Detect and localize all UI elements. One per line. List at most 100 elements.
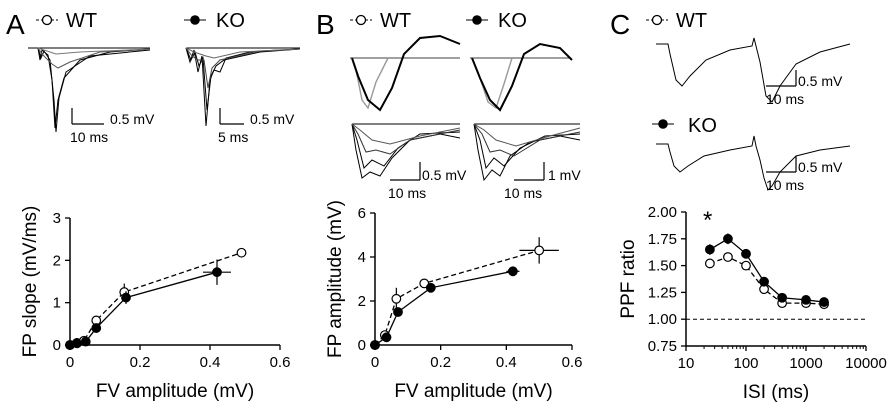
data-point bbox=[121, 292, 131, 303]
legend-ko-label: KO bbox=[498, 10, 527, 32]
y-tick-label: 2 bbox=[358, 293, 366, 310]
scalebar-c-wt bbox=[766, 70, 797, 87]
legend-a-wt: WT bbox=[36, 10, 97, 32]
x-tick-label: 100 bbox=[733, 355, 758, 372]
panel-letter-b: B bbox=[316, 9, 335, 40]
data-point bbox=[391, 293, 402, 304]
trace-c-wt bbox=[656, 37, 851, 103]
plot-ppf-ratio: 10 100 1000 10000 0.75 1.00 1.25 1.50 1.75 2.00 IS… bbox=[618, 204, 887, 403]
y-axis-label: FP amplitude (mV) bbox=[325, 200, 346, 358]
y-tick-label: 0 bbox=[53, 337, 61, 354]
y-tick-label: 2 bbox=[53, 252, 61, 269]
legend-b-wt: WT bbox=[350, 10, 411, 32]
scalebar-c-ko-t: 10 ms bbox=[766, 177, 804, 193]
trace-b-ko-top bbox=[470, 42, 573, 112]
legend-b-ko: KO bbox=[466, 10, 527, 32]
data-point bbox=[393, 307, 403, 317]
legend-ko-marker bbox=[190, 15, 200, 25]
scalebar-b-ko bbox=[514, 162, 545, 181]
x-tick-label: 0.2 bbox=[430, 354, 451, 371]
series-wt bbox=[370, 237, 559, 350]
data-point bbox=[741, 248, 751, 259]
legend-wt-marker bbox=[355, 14, 367, 26]
plot-fp-amplitude: 0 0.2 0.4 0.6 0 2 4 6 FV amplitude (mV) FP amplit… bbox=[325, 200, 582, 402]
y-tick-label: 1.75 bbox=[648, 231, 677, 248]
series-ko bbox=[65, 259, 231, 350]
data-point bbox=[741, 260, 751, 271]
x-tick-label: 1000 bbox=[789, 355, 822, 372]
legend-c-ko: KO bbox=[652, 115, 717, 137]
data-point bbox=[425, 282, 436, 293]
trace-b-wt-bottom bbox=[351, 123, 461, 179]
x-tick-label: 10000 bbox=[845, 355, 887, 372]
scalebar-b-wt bbox=[390, 162, 421, 181]
series-ko bbox=[704, 233, 829, 307]
y-tick-label: 1.50 bbox=[648, 258, 677, 275]
data-point bbox=[534, 245, 545, 256]
y-tick-label: 1 bbox=[53, 295, 61, 312]
scalebar-a-wt bbox=[71, 108, 104, 125]
x-tick-label: 0.6 bbox=[270, 354, 291, 371]
scalebar-c-ko-v: 0.5 mV bbox=[798, 159, 843, 175]
scalebar-c-wt-t: 10 ms bbox=[766, 91, 804, 107]
x-tick-label: 0.4 bbox=[496, 354, 517, 371]
scalebar-b-wt-v: 0.5 mV bbox=[422, 167, 467, 183]
panel-c: C WT 0.5 mV 10 ms KO 0.5 mV 10 ms 10 100 1… bbox=[610, 9, 887, 403]
series-ko bbox=[370, 266, 520, 350]
x-tick-label: 0.6 bbox=[562, 354, 583, 371]
series-line bbox=[69, 252, 242, 346]
data-point bbox=[212, 267, 222, 278]
panel-b: B WT KO bbox=[316, 9, 582, 402]
data-point bbox=[819, 297, 829, 307]
data-point bbox=[777, 292, 788, 303]
legend-ko-marker bbox=[658, 119, 668, 129]
trace-a-wt bbox=[28, 47, 151, 133]
x-tick-label: 0 bbox=[371, 354, 379, 371]
data-point bbox=[419, 278, 430, 289]
data-point bbox=[704, 258, 715, 269]
significance-asterisk: * bbox=[703, 207, 712, 234]
plot-fp-slope: 0 0.2 0.4 0.6 0 1 2 3 FV amplitude (mV) FP slope … bbox=[20, 206, 290, 402]
data-point bbox=[370, 340, 380, 350]
x-axis-label: ISI (ms) bbox=[743, 382, 810, 403]
data-point bbox=[723, 233, 733, 244]
scalebar-b-wt-t: 10 ms bbox=[388, 185, 426, 201]
scalebar-a-wt-v: 0.5 mV bbox=[110, 111, 155, 127]
data-point bbox=[704, 244, 715, 255]
x-tick-label: 0.4 bbox=[200, 354, 221, 371]
data-point bbox=[91, 323, 102, 333]
legend-a-ko: KO bbox=[184, 10, 245, 32]
scalebar-a-ko bbox=[219, 108, 244, 125]
scalebar-c-wt-v: 0.5 mV bbox=[798, 73, 843, 89]
series-wt bbox=[65, 247, 247, 350]
scalebar-b-ko-v: 1 mV bbox=[548, 167, 581, 183]
y-tick-label: 3 bbox=[53, 210, 61, 227]
y-tick-label: 1.25 bbox=[648, 284, 677, 301]
data-point bbox=[723, 252, 733, 262]
scalebar-a-wt-t: 10 ms bbox=[70, 129, 108, 145]
x-tick-label: 0.2 bbox=[130, 354, 151, 371]
legend-wt-label: WT bbox=[66, 10, 97, 32]
y-tick-label: 0 bbox=[358, 337, 366, 354]
y-tick-label: 2.00 bbox=[648, 204, 677, 221]
trace-b-ko-bottom bbox=[473, 123, 581, 182]
legend-wt-label: WT bbox=[380, 10, 411, 32]
y-tick-label: 0.75 bbox=[648, 338, 677, 355]
scalebar-c-ko bbox=[766, 156, 797, 173]
y-axis-label: PPF ratio bbox=[618, 239, 639, 318]
x-tick-label: 0 bbox=[66, 354, 74, 371]
legend-c-wt: WT bbox=[646, 10, 707, 32]
series-line bbox=[69, 271, 218, 346]
legend-ko-label: KO bbox=[216, 10, 245, 32]
y-tick-label: 6 bbox=[358, 205, 366, 222]
panel-letter-c: C bbox=[610, 9, 630, 40]
legend-wt-marker bbox=[651, 14, 663, 26]
data-point bbox=[801, 295, 811, 305]
y-axis-label: FP slope (mV/ms) bbox=[20, 206, 41, 358]
trace-b-wt-top bbox=[350, 34, 461, 112]
data-point bbox=[72, 338, 82, 349]
scalebar-a-ko-t: 5 ms bbox=[218, 129, 248, 145]
trace-a-ko bbox=[185, 47, 301, 127]
data-point bbox=[381, 332, 392, 343]
